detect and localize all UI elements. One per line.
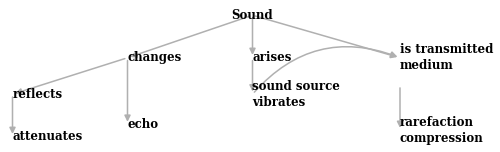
Text: arises: arises (252, 51, 292, 64)
Text: attenuates: attenuates (12, 130, 83, 143)
Text: rarefaction
compression: rarefaction compression (400, 116, 484, 145)
Text: changes: changes (128, 51, 182, 64)
Text: sound source
vibrates: sound source vibrates (252, 80, 340, 109)
Text: is transmitted
medium: is transmitted medium (400, 43, 494, 72)
Text: reflects: reflects (12, 88, 62, 101)
Text: echo: echo (128, 118, 158, 131)
Text: Sound: Sound (232, 9, 274, 22)
